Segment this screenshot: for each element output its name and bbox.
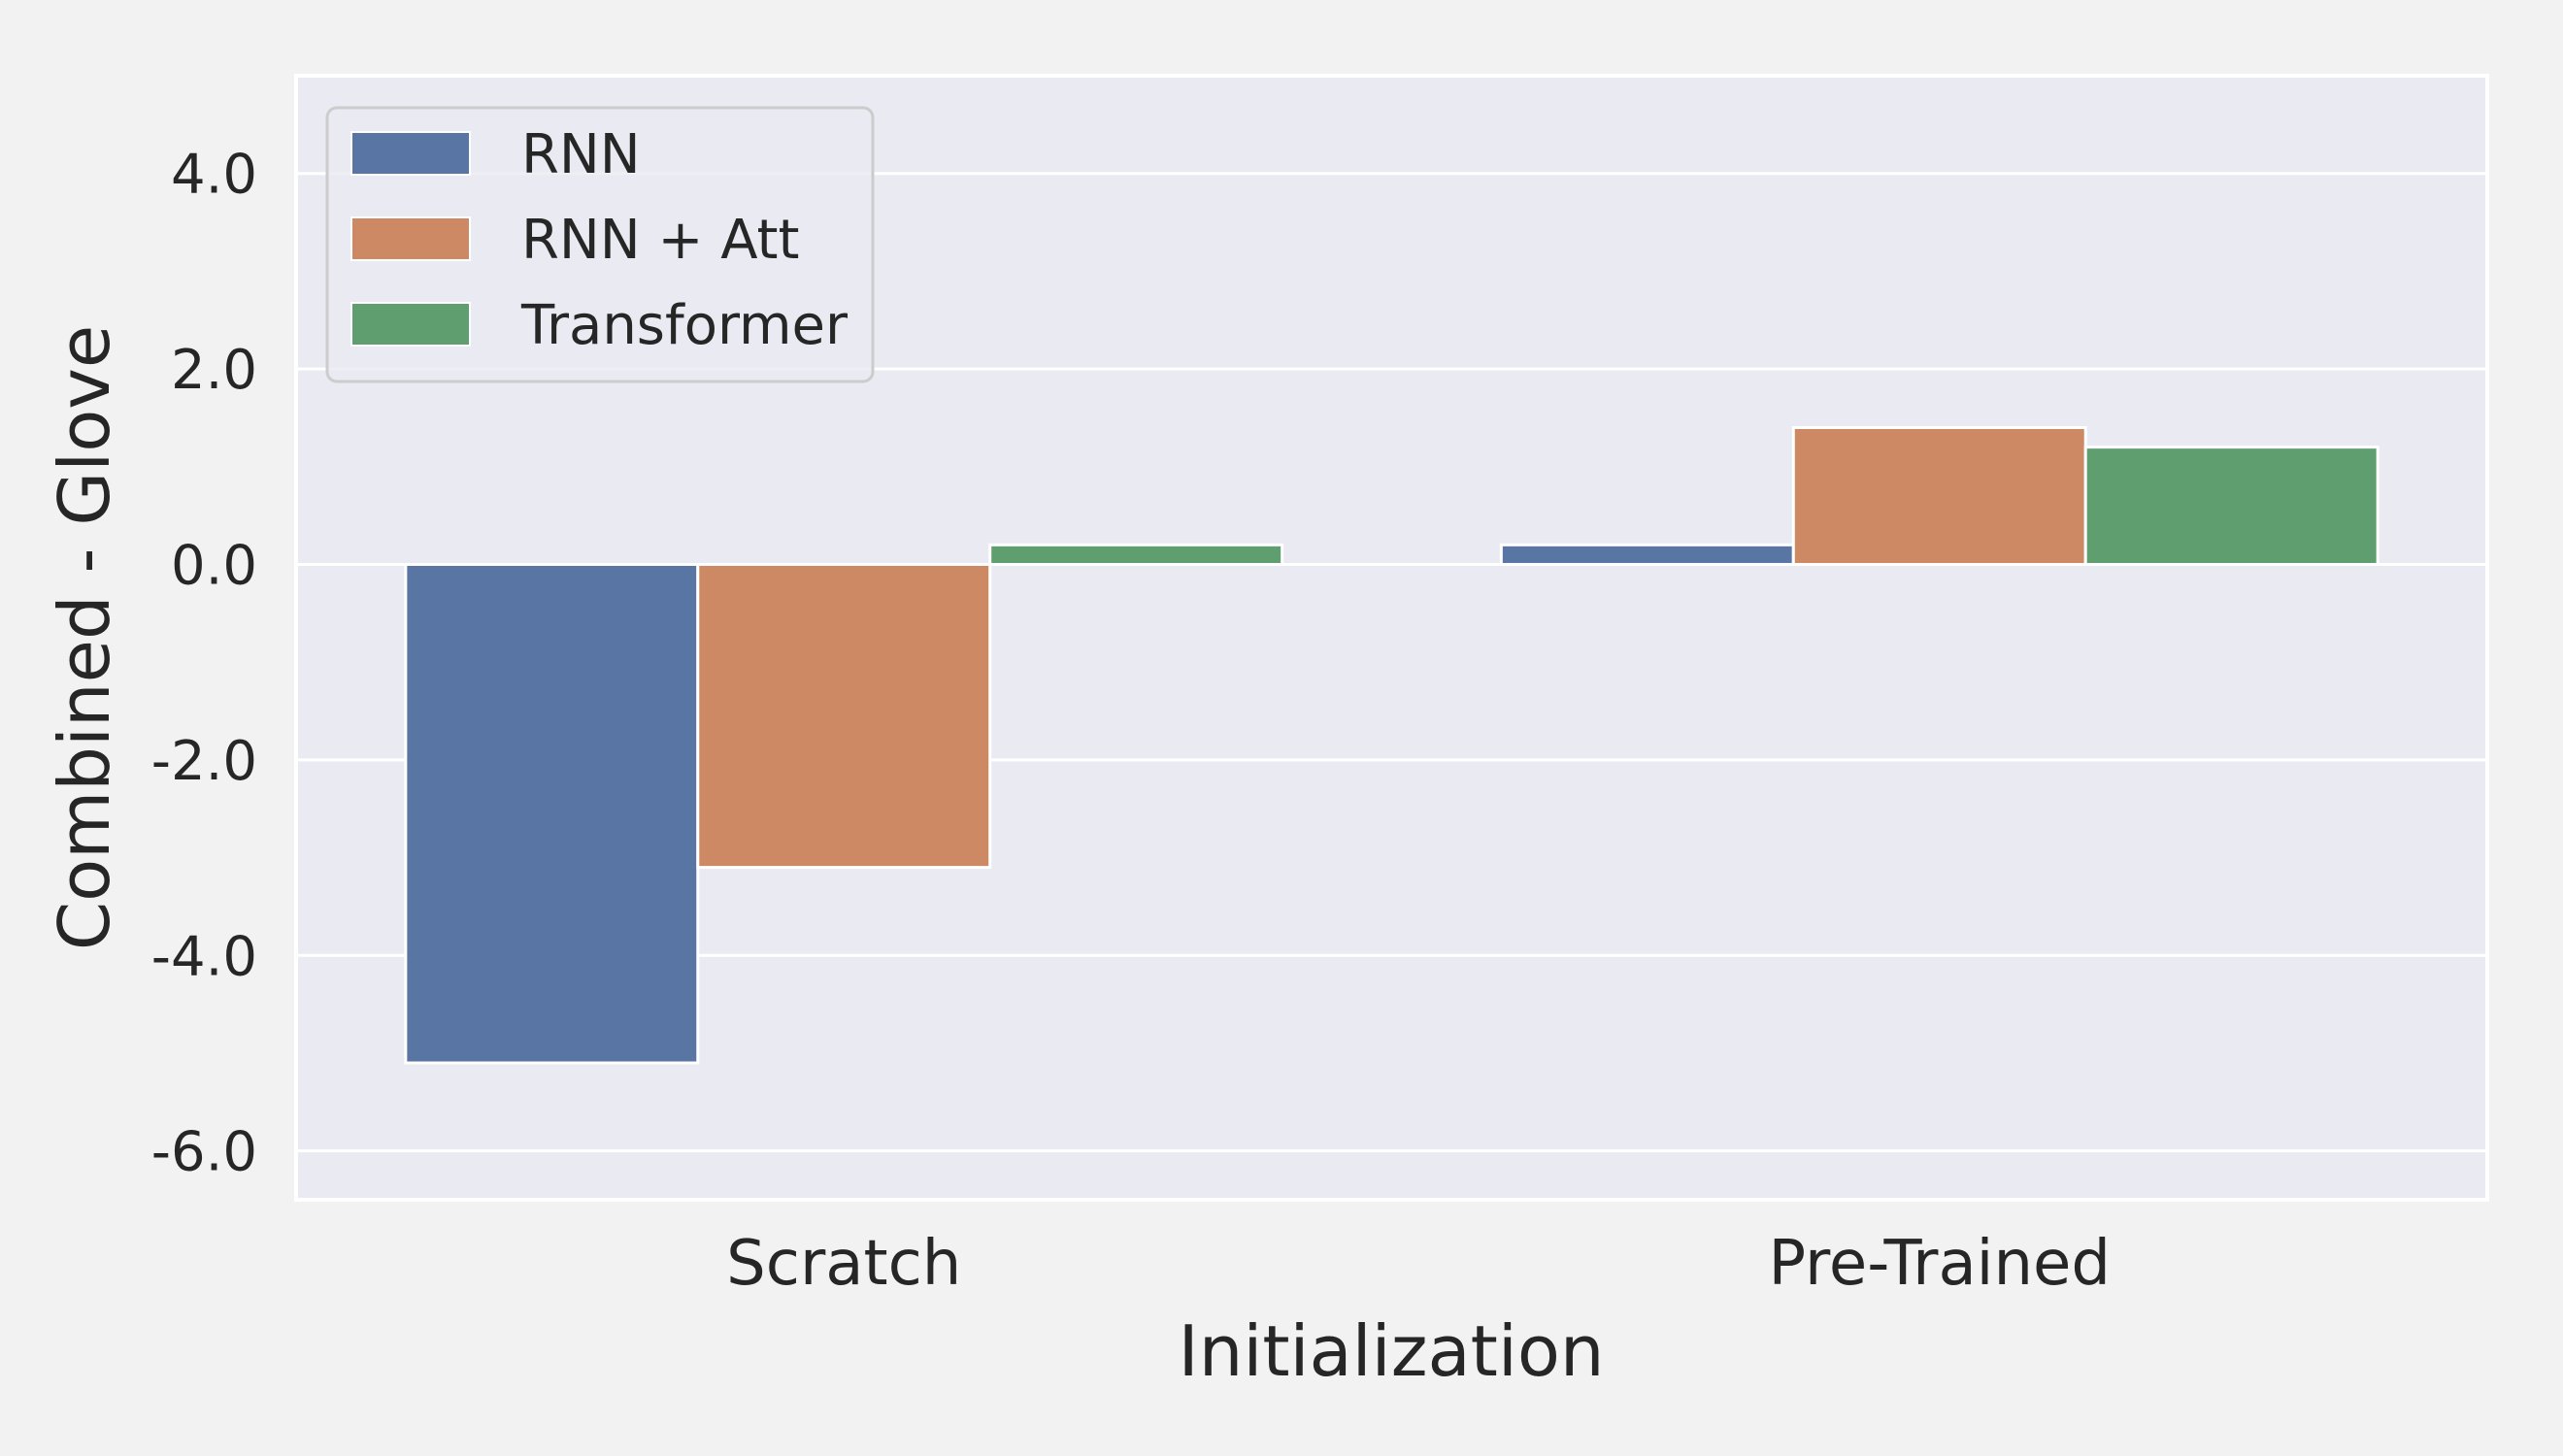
bars [404, 426, 2380, 1065]
bar-transformer-scratch [988, 543, 1284, 566]
legend-swatch-rnn-att [350, 216, 471, 261]
x-axis-label: Initialization [1178, 1310, 1604, 1392]
legend-label-rnn: RNN [521, 123, 641, 186]
y-tick-label: -2.0 [151, 730, 257, 793]
x-tick-labels: Scratch Pre-Trained [726, 1228, 2111, 1300]
y-tick-label: -4.0 [151, 925, 257, 988]
bar-rnn-att-pre-trained [1791, 426, 2087, 566]
y-tick-label: 2.0 [171, 339, 257, 402]
y-tick-label: 0.0 [171, 534, 257, 597]
y-tick-label: 4.0 [171, 144, 257, 207]
bar-rnn-att-scratch [696, 562, 992, 870]
bar-rnn-pre-trained [1499, 543, 1795, 566]
legend-swatch-rnn [350, 131, 471, 176]
y-tick-labels: -6.0 -4.0 -2.0 0.0 2.0 4.0 [151, 144, 257, 1184]
legend-label-transformer: Transformer [520, 294, 849, 357]
legend: RNN RNN + Att Transformer [325, 106, 875, 383]
legend-label-rnn-att: RNN + Att [521, 209, 799, 272]
y-axis-label: Combined - Glove [44, 325, 125, 950]
y-tick-label: -6.0 [151, 1121, 257, 1184]
legend-swatch-transformer [350, 302, 471, 347]
bar-transformer-pre-trained [2083, 446, 2380, 566]
bar-rnn-scratch [404, 562, 700, 1065]
x-tick-label: Pre-Trained [1768, 1228, 2111, 1300]
x-tick-label: Scratch [726, 1228, 961, 1300]
